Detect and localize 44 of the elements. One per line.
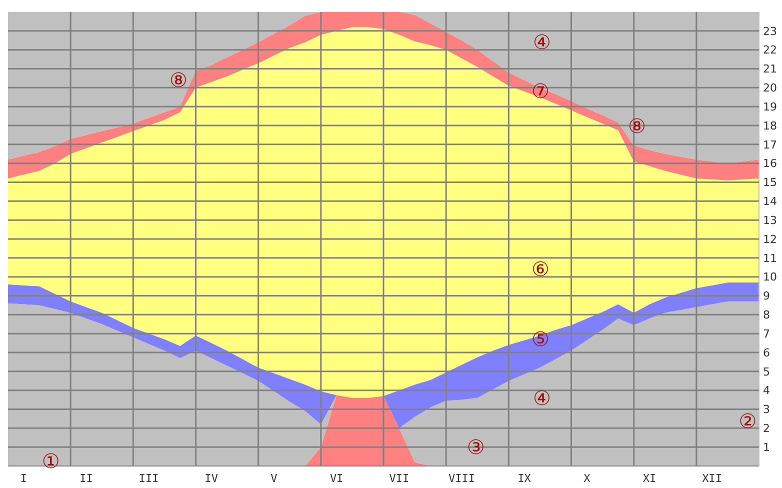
annotation: ④ bbox=[532, 386, 551, 410]
y-tick-label: 2 bbox=[763, 422, 770, 436]
annotation: ③ bbox=[466, 434, 485, 459]
y-tick-label: 10 bbox=[763, 270, 777, 284]
y-tick-label: 9 bbox=[763, 290, 770, 303]
y-tick-label: 17 bbox=[763, 138, 777, 152]
y-tick-label: 16 bbox=[763, 157, 777, 170]
annotation: ⑥ bbox=[531, 257, 550, 282]
y-tick-label: 13 bbox=[763, 214, 777, 227]
x-tick-label: X bbox=[584, 472, 591, 485]
y-tick-label: 21 bbox=[763, 62, 777, 76]
x-tick-label: IX bbox=[518, 472, 532, 485]
x-tick-label: VII bbox=[389, 472, 410, 485]
y-tick-label: 15 bbox=[763, 176, 777, 190]
y-tick-label: 19 bbox=[763, 100, 777, 114]
x-tick-label: XI bbox=[642, 472, 656, 485]
y-tick-label: 12 bbox=[763, 232, 777, 246]
annotation: ⑤ bbox=[531, 326, 550, 351]
annotation: ⑧ bbox=[170, 68, 188, 92]
y-tick-label: 7 bbox=[763, 327, 770, 340]
annotation: ① bbox=[42, 449, 60, 474]
x-tick-label: III bbox=[138, 472, 159, 485]
y-tick-label: 23 bbox=[763, 24, 777, 38]
y-tick-label: 4 bbox=[763, 384, 770, 398]
y-tick-label: 1 bbox=[763, 440, 770, 454]
x-tick-label: II bbox=[80, 472, 93, 485]
y-tick-label: 3 bbox=[763, 403, 770, 416]
x-tick-label: V bbox=[270, 472, 278, 485]
y-tick-label: 22 bbox=[763, 44, 777, 57]
y-tick-label: 5 bbox=[763, 365, 770, 378]
x-tick-label: XII bbox=[702, 472, 722, 485]
x-tick-label: IV bbox=[204, 472, 218, 485]
y-tick-label: 11 bbox=[763, 252, 777, 265]
y-tick-label: 14 bbox=[763, 195, 777, 208]
annotation: ② bbox=[738, 408, 757, 433]
y-tick-label: 6 bbox=[763, 346, 770, 360]
y-tick-label: 20 bbox=[763, 82, 777, 95]
y-tick-label: 18 bbox=[763, 119, 777, 132]
x-tick-label: VI bbox=[330, 472, 344, 485]
annotation: ④ bbox=[532, 30, 551, 54]
annotation: ⑧ bbox=[628, 114, 646, 138]
x-tick-label: VIII bbox=[448, 472, 475, 485]
x-tick-label: I bbox=[20, 472, 27, 485]
y-tick-label: 8 bbox=[763, 308, 770, 322]
